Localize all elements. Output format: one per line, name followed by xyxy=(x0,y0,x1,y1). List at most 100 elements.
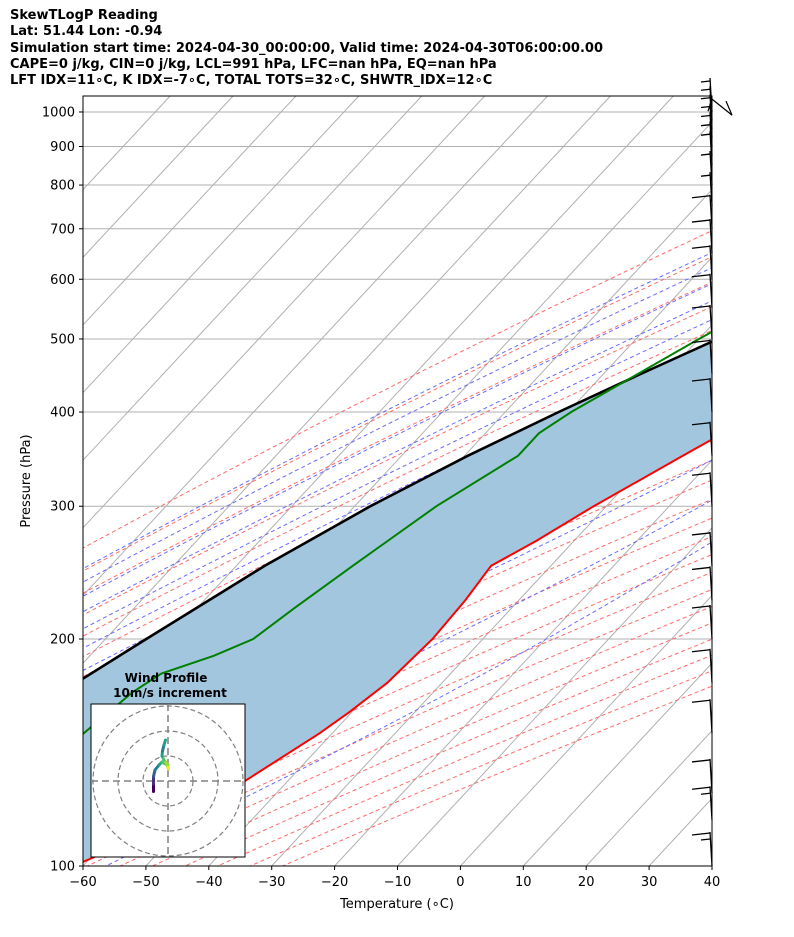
parcel-profile-line xyxy=(83,340,712,681)
dry-adiabat-line xyxy=(83,281,712,594)
wind-barb-flag xyxy=(691,832,711,836)
isotherm-line xyxy=(775,96,794,866)
dry-adiabat-line xyxy=(83,329,712,637)
x-tick-label: −40 xyxy=(195,875,222,890)
hodograph-segment xyxy=(162,738,167,747)
wind-barb xyxy=(691,245,713,280)
dry-adiabat-line xyxy=(83,517,712,805)
isotherm-line xyxy=(83,96,423,461)
wind-barb-flag xyxy=(691,605,711,609)
wind-barb xyxy=(691,531,713,566)
wind-barb-flag xyxy=(700,114,711,118)
title-line-2: Lat: 51.44 Lon: -0.94 xyxy=(10,24,163,40)
wind-barb-flag xyxy=(700,838,711,841)
wind-barb-flag xyxy=(700,97,711,100)
y-tick-label: 500 xyxy=(50,332,75,347)
isotherm-line xyxy=(83,96,360,394)
isotherm-line xyxy=(83,96,674,732)
wind-barb-flag xyxy=(691,422,711,426)
wind-barb-flag xyxy=(700,80,711,83)
x-tick-label: −10 xyxy=(384,875,411,890)
wind-barb xyxy=(691,604,713,640)
temperature-profile-line xyxy=(83,438,712,864)
dry-adiabat-line xyxy=(83,535,712,821)
y-tick-label: 700 xyxy=(50,222,75,237)
inset-title-line-1: Wind Profile xyxy=(125,671,208,685)
isotherm-line xyxy=(83,96,485,529)
wind-barb-flag xyxy=(691,472,711,476)
x-tick-label: 30 xyxy=(641,875,658,890)
chart-title-block: SkewTLogP Reading Lat: 51.44 Lon: -0.94 … xyxy=(10,8,603,89)
title-line-1: SkewTLogP Reading xyxy=(10,8,158,23)
isotherm-line xyxy=(711,865,712,866)
isotherm-line xyxy=(83,96,234,259)
y-ticks-group: 100 200 300 400 500 600 700 800 900 1000 xyxy=(42,105,83,875)
y-tick-label: 600 xyxy=(50,273,75,288)
title-line-4: CAPE=0 j/kg, CIN=0 j/kg, LCL=991 hPa, LF… xyxy=(10,56,497,72)
title-line-3: Simulation start time: 2024-04-30_00:00:… xyxy=(10,40,603,56)
moist-adiabat-line xyxy=(83,499,712,817)
wind-barb xyxy=(691,786,713,821)
dry-adiabat-line xyxy=(83,230,712,549)
isotherm-line xyxy=(83,96,548,597)
y-tick-label: 200 xyxy=(50,633,75,648)
wind-barb-flag xyxy=(700,174,711,177)
moist-adiabat-line xyxy=(83,300,712,613)
wind-barb-flag xyxy=(700,105,711,109)
x-tick-label: 0 xyxy=(456,875,464,890)
wind-barb-flag xyxy=(691,532,711,536)
x-tick-label: −20 xyxy=(321,875,348,890)
inset-title-line-2: 10m/s increment xyxy=(113,686,227,700)
y-tick-label: 900 xyxy=(50,140,75,155)
x-axis-label: Temperature (∘C) xyxy=(339,897,454,912)
wind-barb-flag xyxy=(691,305,711,309)
x-ticks-group: −60 −50 −40 −30 −20 −10 0 10 20 30 40 xyxy=(69,866,720,890)
dry-adiabat-line xyxy=(83,554,712,838)
x-tick-label: 20 xyxy=(578,875,595,890)
x-tick-label: −60 xyxy=(69,875,96,890)
wind-barb xyxy=(691,831,713,867)
isotherm-line xyxy=(397,527,712,866)
wind-barb-flag xyxy=(691,566,711,571)
y-tick-label: 100 xyxy=(50,860,75,875)
wind-barb-flag xyxy=(700,88,711,91)
isotherm-line xyxy=(585,729,712,866)
hodograph-inset: Wind Profile 10m/s increment xyxy=(90,671,246,858)
wind-barb-flag xyxy=(691,759,711,763)
y-tick-label: 300 xyxy=(50,500,75,515)
dewpoint-profile-line xyxy=(83,330,712,736)
x-tick-label: 40 xyxy=(704,875,721,890)
wind-barb-flag xyxy=(691,339,711,344)
dry-adiabat-line xyxy=(83,256,712,572)
wind-barb-flag xyxy=(700,124,711,127)
x-tick-label: 10 xyxy=(515,875,532,890)
y-tick-label: 1000 xyxy=(42,105,75,120)
isotherm-line xyxy=(460,594,712,866)
isotherm-line xyxy=(334,459,712,866)
y-tick-label: 800 xyxy=(50,179,75,194)
wind-barb-flag xyxy=(700,153,711,156)
x-tick-label: −30 xyxy=(258,875,285,890)
wind-barb xyxy=(691,566,713,601)
wind-barb-flag xyxy=(691,219,711,223)
wind-barb-flag xyxy=(691,699,711,703)
isotherm-line xyxy=(83,96,297,326)
wind-barb-flag xyxy=(725,100,733,116)
y-axis-label: Pressure (hPa) xyxy=(19,434,34,527)
wind-barb-flag xyxy=(691,786,711,790)
profile-lines xyxy=(83,330,712,864)
moist-adiabat-line xyxy=(83,459,712,769)
isotherm-line xyxy=(522,662,712,866)
wind-barb xyxy=(691,699,713,734)
y-tick-label: 400 xyxy=(50,406,75,421)
wind-barb-flag xyxy=(691,378,711,382)
moist-adiabat-line xyxy=(83,283,712,597)
wind-barb-flag xyxy=(691,274,711,278)
wind-barb-flag xyxy=(700,133,711,136)
x-tick-label: −50 xyxy=(132,875,159,890)
wind-barb-flag xyxy=(691,195,711,199)
moist-adiabat-line xyxy=(105,541,712,866)
wind-barb-flag xyxy=(700,792,711,795)
wind-barb-flag xyxy=(691,649,711,653)
